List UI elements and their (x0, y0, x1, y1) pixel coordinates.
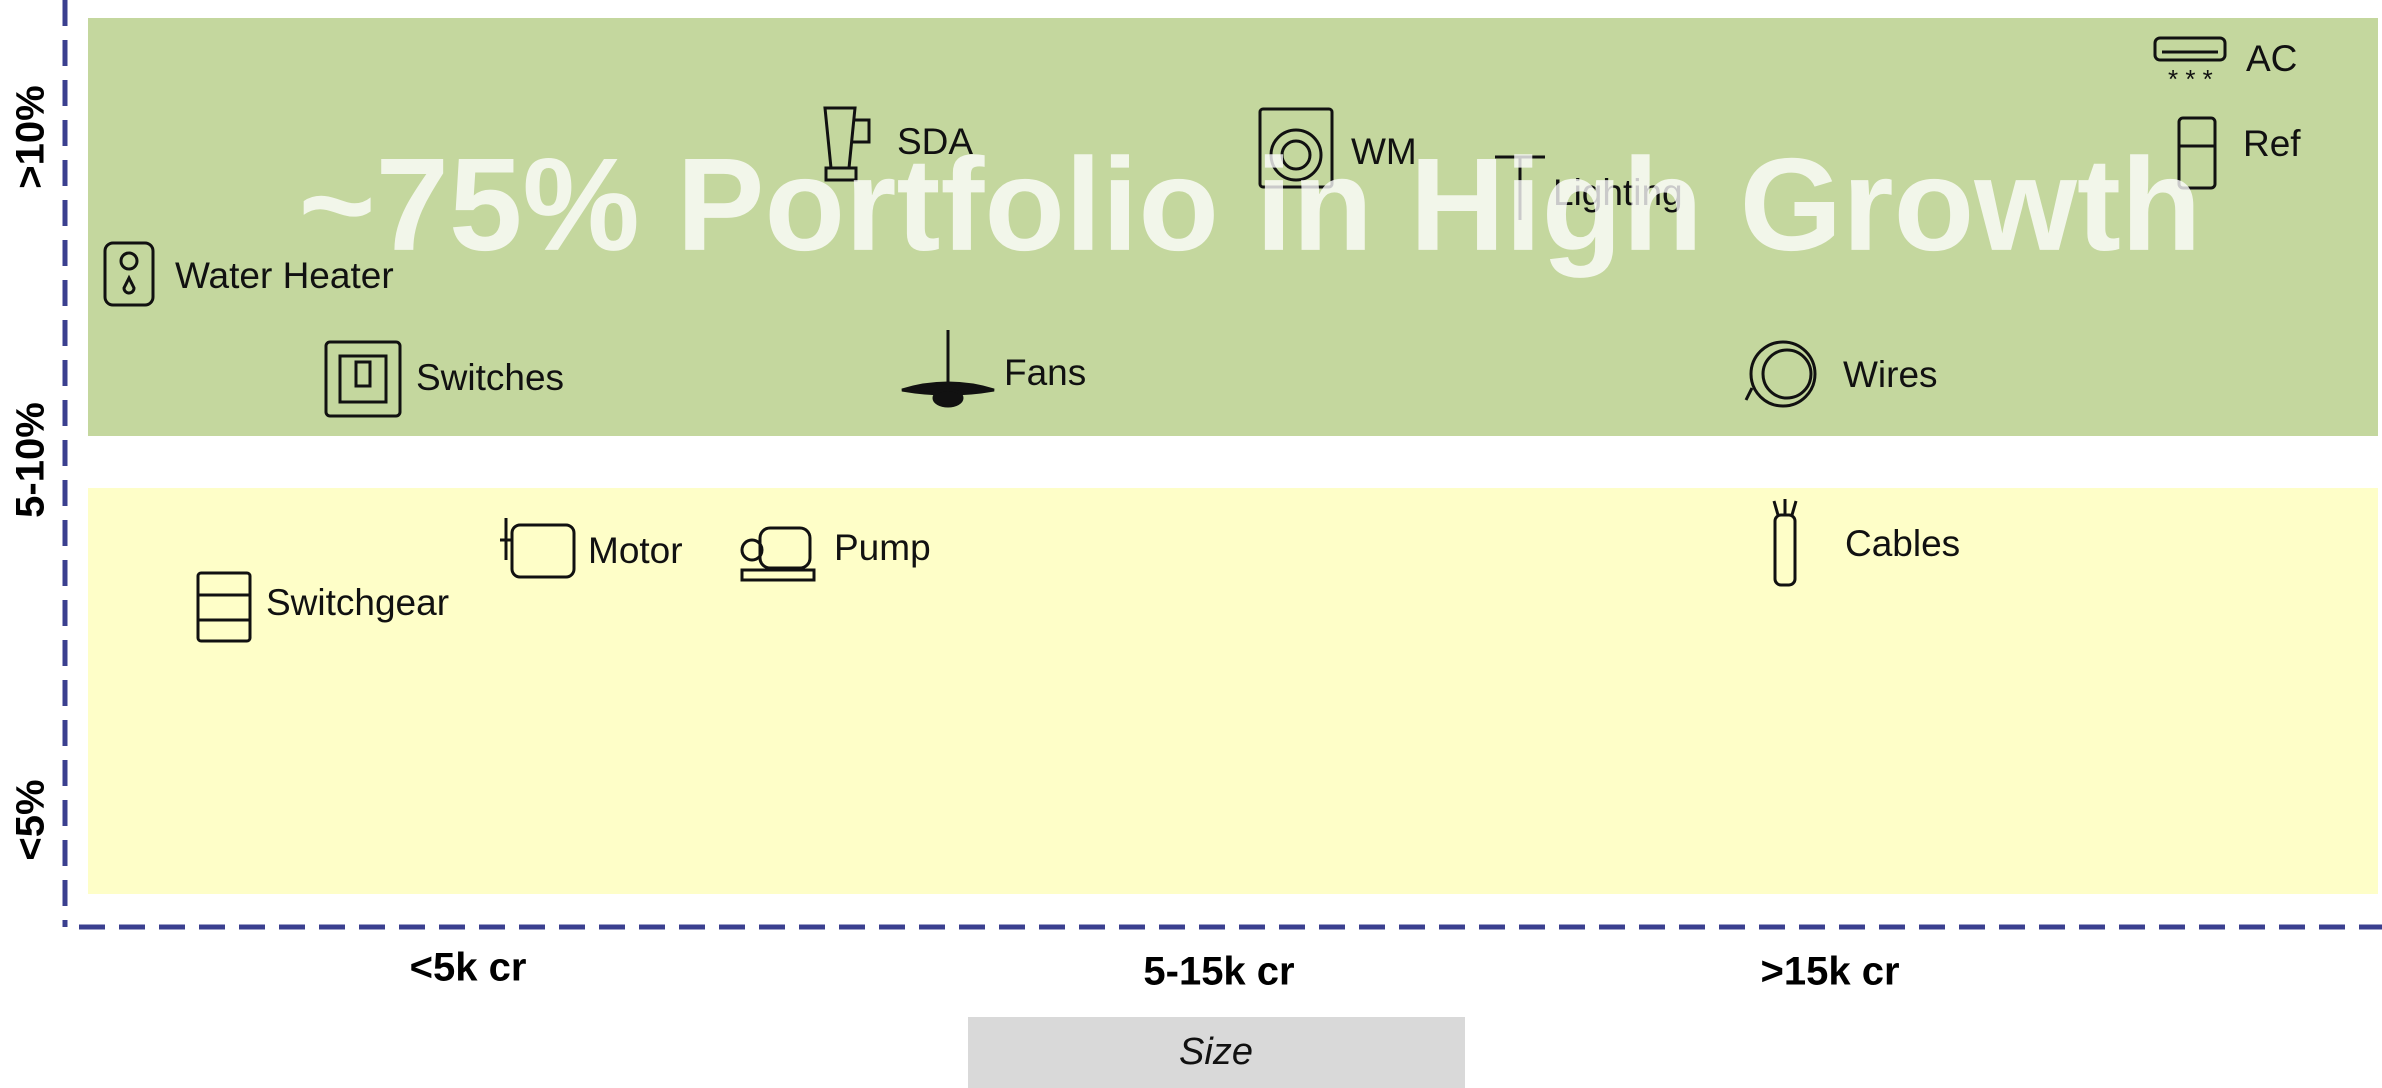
item-label: SDA (897, 121, 973, 162)
x-title: Size (1179, 1031, 1253, 1073)
y-label: <5% (9, 779, 53, 860)
item-label: AC (2246, 38, 2297, 79)
item-label: Lighting (1553, 172, 1683, 213)
item-label: Ref (2243, 123, 2301, 164)
x-label: 5-15k cr (1143, 950, 1294, 994)
item-label: Fans (1004, 352, 1086, 393)
high-growth-band (88, 18, 2378, 436)
item-label: Water Heater (175, 255, 394, 296)
y-label: 5-10% (9, 402, 53, 518)
item-label: WM (1351, 131, 1417, 172)
y-label: >10% (9, 85, 53, 188)
svg-text:* * *: * * * (2168, 64, 2213, 94)
headline: ~75% Portfolio in High Growth (298, 131, 2201, 278)
x-label: <5k cr (410, 946, 527, 990)
icons: * * * (103, 36, 2227, 643)
x-label: >15k cr (1760, 950, 1899, 994)
item-label: Pump (834, 527, 931, 568)
low-growth-band (88, 488, 2378, 894)
item-label: Wires (1843, 354, 1938, 395)
item-label: Switches (416, 357, 564, 398)
item-label: Cables (1845, 523, 1960, 564)
item-label: Motor (588, 530, 683, 571)
item-label: Switchgear (266, 582, 449, 623)
x-title-box (968, 1017, 1465, 1088)
